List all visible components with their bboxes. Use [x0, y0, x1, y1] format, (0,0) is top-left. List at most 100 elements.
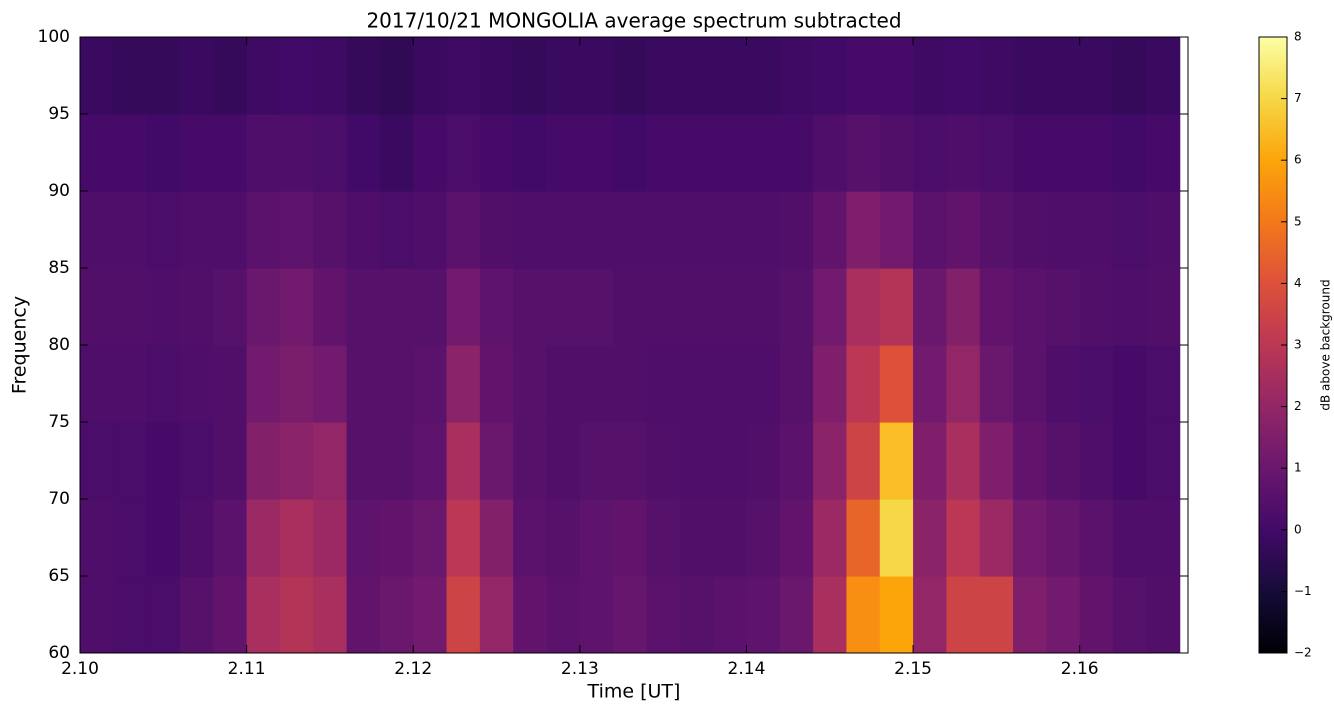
heatmap-cell: [113, 345, 148, 423]
heatmap-cell: [779, 114, 814, 192]
heatmap-cell: [913, 114, 948, 192]
heatmap-cell: [346, 499, 381, 577]
heatmap-cell: [346, 345, 381, 423]
heatmap-cell: [579, 499, 614, 577]
heatmap-cell: [1013, 422, 1047, 500]
heatmap-cell: [113, 499, 148, 577]
heatmap-cell: [813, 114, 848, 192]
y-tick-label: 90: [48, 181, 70, 201]
heatmap-cell: [879, 422, 914, 500]
heatmap-cell: [1013, 345, 1047, 423]
heatmap-cell: [379, 37, 414, 115]
heatmap-cell: [679, 499, 714, 577]
heatmap-cell: [513, 191, 548, 269]
colorbar-tick-label: 4: [1294, 276, 1302, 290]
heatmap-cell: [1113, 191, 1147, 269]
heatmap-cell: [413, 37, 448, 115]
heatmap-cell: [679, 37, 714, 115]
heatmap-cell: [913, 345, 948, 423]
heatmap-cell: [679, 191, 714, 269]
heatmap-cell: [179, 345, 214, 423]
heatmap-cell: [213, 345, 248, 423]
heatmap-cell: [1113, 37, 1147, 115]
heatmap-cell: [1046, 37, 1081, 115]
heatmap-cell: [446, 576, 481, 653]
heatmap-cell: [346, 114, 381, 192]
heatmap-cell: [413, 345, 448, 423]
heatmap-cell: [779, 576, 814, 653]
heatmap-cell: [1113, 345, 1147, 423]
heatmap-cell: [1079, 37, 1114, 115]
heatmap-cell: [546, 37, 581, 115]
heatmap-cell: [913, 499, 948, 577]
heatmap-cell: [913, 191, 948, 269]
heatmap-cell: [1046, 114, 1081, 192]
heatmap-cell: [313, 37, 348, 115]
heatmap-cell: [413, 499, 448, 577]
heatmap-cell: [879, 191, 914, 269]
heatmap-cell: [546, 268, 581, 346]
heatmap-cell: [313, 191, 348, 269]
x-tick-label: 2.13: [561, 659, 599, 679]
heatmap-cell: [779, 345, 814, 423]
heatmap-cell: [946, 422, 981, 500]
heatmap-cell: [1046, 576, 1081, 653]
heatmap-cell: [746, 191, 781, 269]
heatmap-cell: [80, 422, 114, 500]
heatmap-cell: [1046, 499, 1081, 577]
heatmap-cell: [179, 191, 214, 269]
x-tick-label: 2.16: [1061, 659, 1099, 679]
heatmap-cell: [1013, 499, 1047, 577]
heatmap-cell: [879, 114, 914, 192]
heatmap-cell: [979, 499, 1014, 577]
heatmap-cell: [979, 345, 1014, 423]
heatmap-cell: [946, 191, 981, 269]
heatmap-cell: [346, 37, 381, 115]
heatmap-cell: [579, 37, 614, 115]
heatmap-cell: [479, 499, 514, 577]
heatmap-cell: [746, 576, 781, 653]
heatmap-cell: [879, 268, 914, 346]
y-tick-label: 60: [48, 643, 70, 663]
heatmap-cell: [813, 345, 848, 423]
heatmap-cell: [146, 268, 181, 346]
heatmap-cell: [479, 191, 514, 269]
heatmap-cell: [613, 268, 648, 346]
heatmap-cell: [913, 576, 948, 653]
heatmap-cell: [846, 422, 881, 500]
heatmap-cell: [513, 499, 548, 577]
heatmap-cell: [1013, 114, 1047, 192]
heatmap-cell: [846, 191, 881, 269]
heatmap-cell: [279, 576, 314, 653]
heatmap-cell: [746, 422, 781, 500]
heatmap-cell: [546, 499, 581, 577]
heatmap-cell: [579, 191, 614, 269]
colorbar-tick-label: 1: [1294, 461, 1302, 475]
heatmap-cell: [579, 345, 614, 423]
heatmap-cell: [246, 114, 281, 192]
heatmap-cell: [113, 576, 148, 653]
heatmap-cell: [1113, 422, 1147, 500]
heatmap-cell: [1046, 268, 1081, 346]
y-tick-label: 80: [48, 335, 70, 355]
heatmap-cell: [1113, 114, 1147, 192]
heatmap-cell: [813, 191, 848, 269]
heatmap-cell: [80, 576, 114, 653]
heatmap-cell: [646, 345, 681, 423]
heatmap-cell: [846, 37, 881, 115]
heatmap-cell: [1146, 37, 1181, 115]
heatmap-cell: [813, 576, 848, 653]
heatmap-cell: [113, 114, 148, 192]
heatmap-cell: [1113, 576, 1147, 653]
heatmap-cell: [713, 576, 748, 653]
heatmap-cell: [979, 576, 1014, 653]
heatmap-cell: [946, 114, 981, 192]
heatmap-cell: [379, 114, 414, 192]
heatmap-cell: [613, 499, 648, 577]
y-tick-label: 65: [48, 566, 70, 586]
heatmap-cell: [846, 268, 881, 346]
heatmap-cell: [179, 499, 214, 577]
colorbar-tick-label: −2: [1294, 646, 1312, 660]
heatmap-cell: [113, 37, 148, 115]
heatmap-cell: [213, 268, 248, 346]
